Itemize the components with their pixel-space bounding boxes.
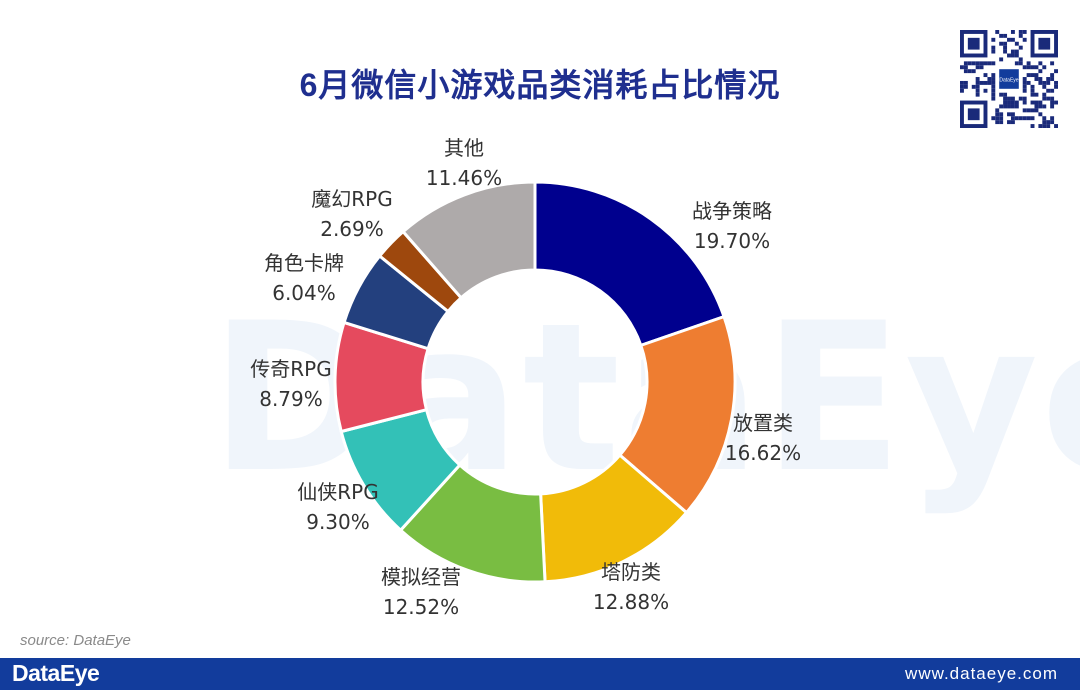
slice-category-label: 放置类	[733, 411, 793, 435]
footer-url: www.dataeye.com	[905, 664, 1058, 683]
slice-category-label: 传奇RPG	[250, 357, 331, 381]
qr-center-logo: DataEye	[999, 78, 1018, 84]
pie-slice	[400, 180, 537, 300]
slice-category-label: 魔幻RPG	[311, 187, 392, 211]
slice-category-label: 塔防类	[601, 560, 661, 584]
chart-title: 6月微信小游戏品类消耗占比情况	[299, 67, 781, 103]
slice-category-label: 其他	[444, 136, 484, 160]
footer-logo: DataEye	[12, 660, 100, 686]
slice-value-label: 6.04%	[272, 281, 336, 305]
slice-value-label: 11.46%	[426, 166, 502, 190]
slice-category-label: 角色卡牌	[264, 251, 344, 275]
qr-code-icon: DataEye	[960, 30, 1058, 128]
pie-slice	[533, 180, 726, 348]
slice-category-label: 模拟经营	[381, 565, 461, 589]
slice-value-label: 16.62%	[725, 441, 801, 465]
slice-value-label: 9.30%	[306, 510, 370, 534]
slice-value-label: 8.79%	[259, 387, 323, 411]
slice-value-label: 2.69%	[320, 217, 384, 241]
slice-category-label: 战争策略	[692, 199, 772, 223]
slice-value-label: 12.88%	[593, 590, 669, 614]
source-note: source: DataEye	[20, 632, 131, 649]
slice-category-label: 仙侠RPG	[297, 480, 378, 504]
footer-bar: DataEye www.dataeye.com	[0, 658, 1080, 690]
slice-value-label: 12.52%	[383, 595, 459, 619]
slice-value-label: 19.70%	[694, 229, 770, 253]
